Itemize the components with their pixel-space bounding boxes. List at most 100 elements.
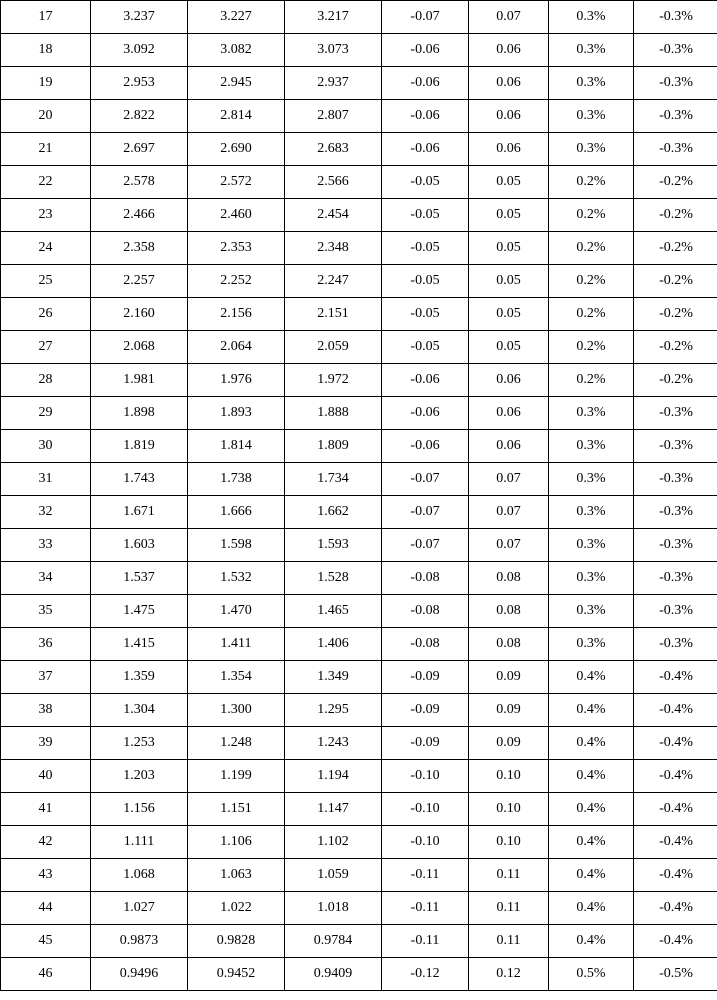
table-cell: -0.4% xyxy=(634,661,717,694)
table-cell: 0.4% xyxy=(549,694,634,727)
table-cell: -0.3% xyxy=(634,562,717,595)
table-cell: 41 xyxy=(1,793,91,826)
table-cell: -0.06 xyxy=(382,133,469,166)
table-cell: -0.2% xyxy=(634,298,717,331)
table-cell: 3.237 xyxy=(91,1,188,34)
table-cell: 0.3% xyxy=(549,529,634,562)
table-cell: 38 xyxy=(1,694,91,727)
table-cell: 2.578 xyxy=(91,166,188,199)
table-cell: 1.814 xyxy=(188,430,285,463)
table-row: 192.9532.9452.937-0.060.060.3%-0.3% xyxy=(1,67,717,100)
table-cell: -0.3% xyxy=(634,34,717,67)
table-cell: -0.3% xyxy=(634,496,717,529)
table-cell: 22 xyxy=(1,166,91,199)
table-row: 351.4751.4701.465-0.080.080.3%-0.3% xyxy=(1,595,717,628)
table-cell: 2.945 xyxy=(188,67,285,100)
table-cell: 1.593 xyxy=(285,529,382,562)
table-cell: 2.156 xyxy=(188,298,285,331)
table-cell: -0.4% xyxy=(634,760,717,793)
table-cell: -0.4% xyxy=(634,793,717,826)
table-cell: 1.151 xyxy=(188,793,285,826)
table-cell: 1.027 xyxy=(91,892,188,925)
table-row: 242.3582.3532.348-0.050.050.2%-0.2% xyxy=(1,232,717,265)
table-row: 361.4151.4111.406-0.080.080.3%-0.3% xyxy=(1,628,717,661)
table-body: 173.2373.2273.217-0.070.070.3%-0.3%18 3.0… xyxy=(1,1,717,991)
table-cell: 0.4% xyxy=(549,925,634,958)
table-cell: 1.666 xyxy=(188,496,285,529)
table-cell: 1.406 xyxy=(285,628,382,661)
table-cell: 1.475 xyxy=(91,595,188,628)
table-cell: 0.2% xyxy=(549,199,634,232)
table-row: 460.94960.94520.9409-0.120.120.5%-0.5% xyxy=(1,958,717,991)
table-row: 411.1561.1511.147-0.100.100.4%-0.4% xyxy=(1,793,717,826)
table-cell: 2.348 xyxy=(285,232,382,265)
table-cell: -0.3% xyxy=(634,133,717,166)
table-cell: 2.257 xyxy=(91,265,188,298)
table-cell: 0.9873 xyxy=(91,925,188,958)
table-cell: 45 xyxy=(1,925,91,958)
table-cell: 0.08 xyxy=(469,562,549,595)
table-row: 321.6711.6661.662-0.070.070.3%-0.3% xyxy=(1,496,717,529)
table-cell: 0.05 xyxy=(469,199,549,232)
table-cell: 25 xyxy=(1,265,91,298)
table-cell: 0.3% xyxy=(549,430,634,463)
table-cell: -0.09 xyxy=(382,727,469,760)
table-cell: 23 xyxy=(1,199,91,232)
table-cell: 1.537 xyxy=(91,562,188,595)
table-cell: 0.07 xyxy=(469,529,549,562)
table-cell: 18 xyxy=(1,34,91,67)
table-cell: 3.073 xyxy=(285,34,382,67)
table-cell: 28 xyxy=(1,364,91,397)
table-cell: 19 xyxy=(1,67,91,100)
table-cell: -0.3% xyxy=(634,397,717,430)
table-cell: 21 xyxy=(1,133,91,166)
table-cell: 1.738 xyxy=(188,463,285,496)
table-cell: -0.2% xyxy=(634,331,717,364)
table-cell: -0.06 xyxy=(382,364,469,397)
table-row: 311.7431.7381.734-0.070.070.3%-0.3% xyxy=(1,463,717,496)
table-cell: 36 xyxy=(1,628,91,661)
table-cell: 30 xyxy=(1,430,91,463)
table-cell: 2.690 xyxy=(188,133,285,166)
table-cell: 3.217 xyxy=(285,1,382,34)
table-cell: 1.981 xyxy=(91,364,188,397)
table-cell: 35 xyxy=(1,595,91,628)
table-cell: -0.4% xyxy=(634,694,717,727)
table-cell: 1.304 xyxy=(91,694,188,727)
table-cell: 1.243 xyxy=(285,727,382,760)
table-cell: 0.2% xyxy=(549,298,634,331)
table-cell: -0.07 xyxy=(382,496,469,529)
table-cell: -0.08 xyxy=(382,562,469,595)
table-row: 222.5782.5722.566-0.050.050.2%-0.2% xyxy=(1,166,717,199)
table-cell: 1.022 xyxy=(188,892,285,925)
table-cell: -0.2% xyxy=(634,199,717,232)
table-cell: -0.07 xyxy=(382,1,469,34)
table-cell: 0.3% xyxy=(549,1,634,34)
table-cell: 0.3% xyxy=(549,34,634,67)
table-cell: 1.465 xyxy=(285,595,382,628)
table-cell: 2.358 xyxy=(91,232,188,265)
table-cell: 0.4% xyxy=(549,826,634,859)
table-row: 262.1602.1562.151-0.050.050.2%-0.2% xyxy=(1,298,717,331)
table-cell: 0.9452 xyxy=(188,958,285,991)
table-row: 301.8191.8141.809-0.060.060.3%-0.3% xyxy=(1,430,717,463)
table-cell: 0.09 xyxy=(469,694,549,727)
table-row: 401.2031.1991.194-0.100.100.4%-0.4% xyxy=(1,760,717,793)
table-cell: -0.5% xyxy=(634,958,717,991)
table-row: 252.2572.2522.247-0.050.050.2%-0.2% xyxy=(1,265,717,298)
table-cell: 1.603 xyxy=(91,529,188,562)
table-cell: 0.2% xyxy=(549,364,634,397)
table-cell: -0.06 xyxy=(382,34,469,67)
table-cell: 0.3% xyxy=(549,496,634,529)
table-cell: 1.253 xyxy=(91,727,188,760)
table-cell: 0.4% xyxy=(549,661,634,694)
table-cell: -0.2% xyxy=(634,265,717,298)
table-cell: -0.07 xyxy=(382,463,469,496)
table-cell: 20 xyxy=(1,100,91,133)
table-cell: -0.06 xyxy=(382,430,469,463)
table-cell: 0.9784 xyxy=(285,925,382,958)
table-cell: -0.4% xyxy=(634,859,717,892)
table-cell: 1.532 xyxy=(188,562,285,595)
table-cell: 1.359 xyxy=(91,661,188,694)
table-row: 173.2373.2273.217-0.070.070.3%-0.3% xyxy=(1,1,717,34)
